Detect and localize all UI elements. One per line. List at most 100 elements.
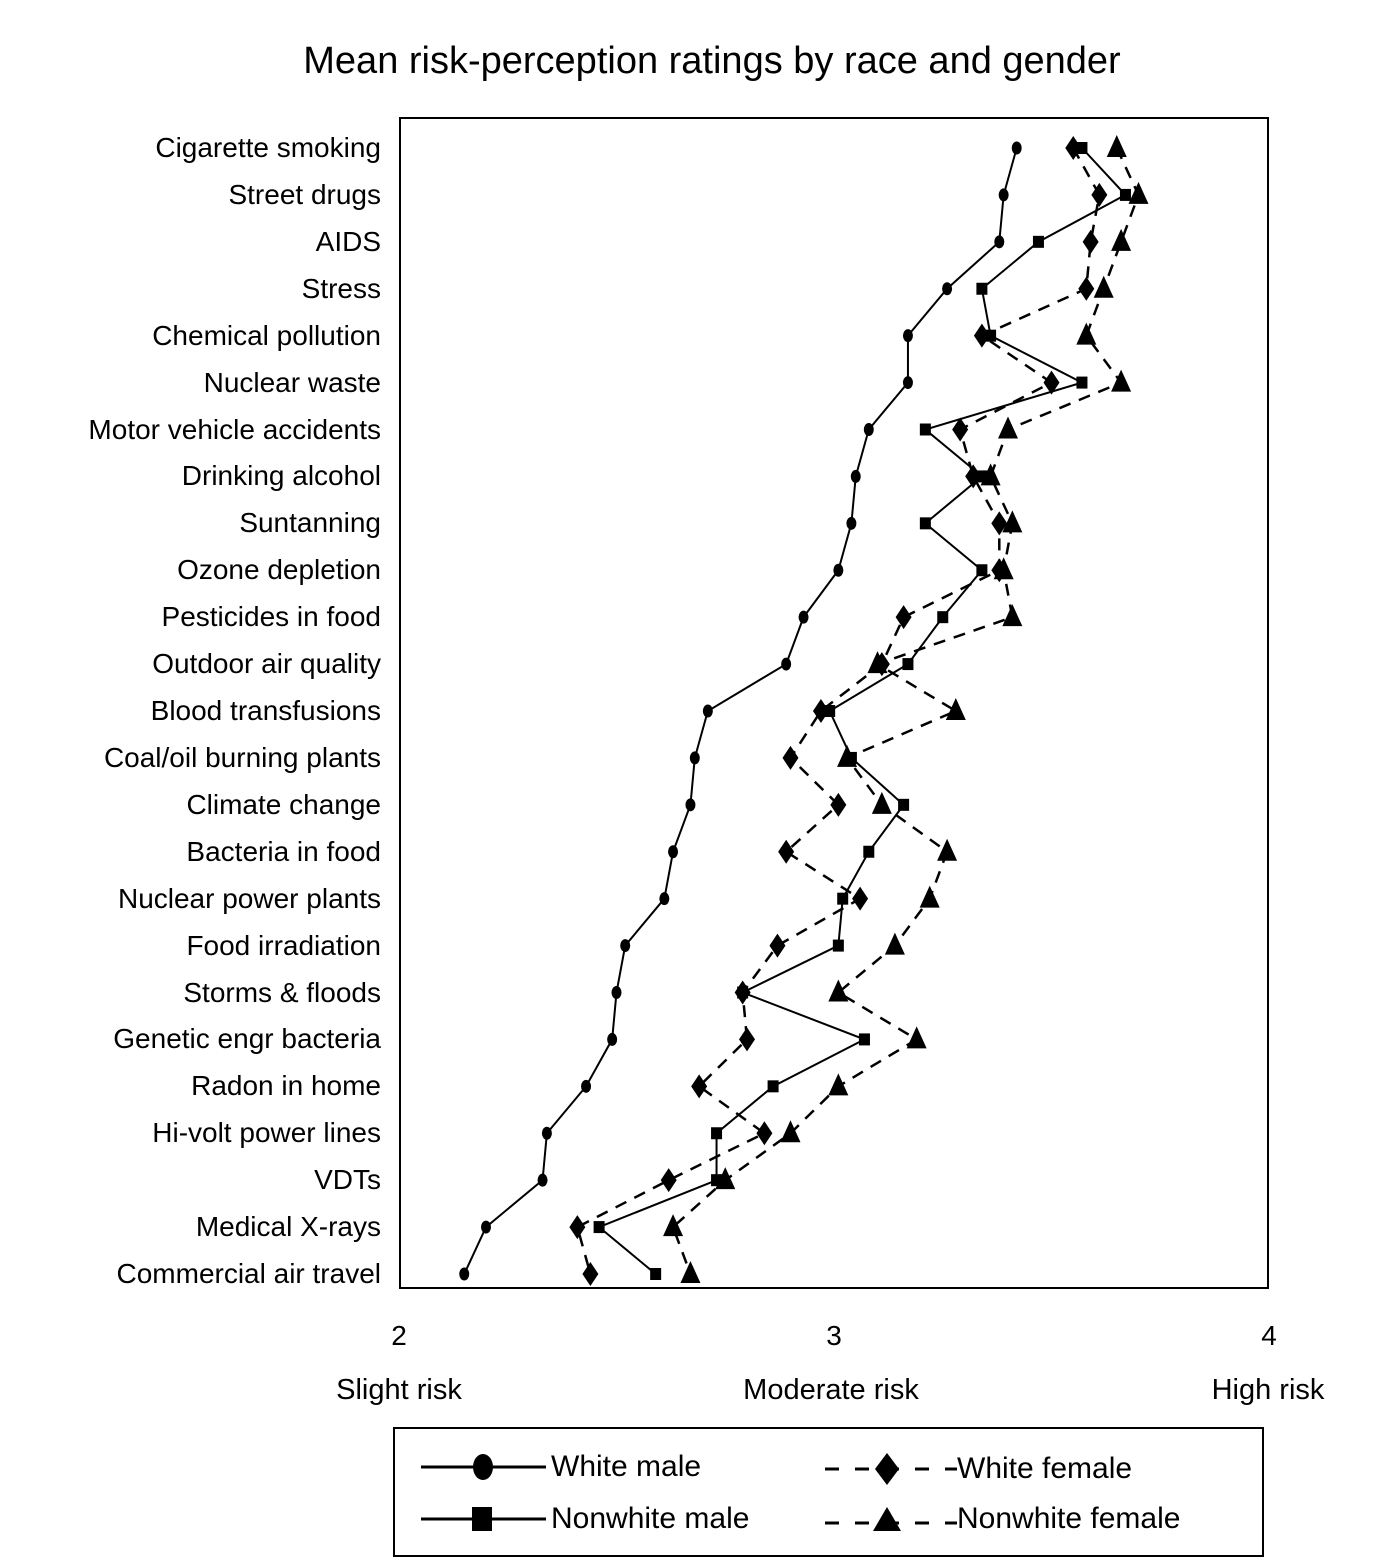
y-category-label: Bacteria in food xyxy=(186,835,381,867)
circle-marker xyxy=(607,1032,618,1046)
square-marker xyxy=(863,845,875,858)
triangle-marker xyxy=(884,932,905,955)
triangle-marker xyxy=(945,698,966,720)
triangle-marker xyxy=(1128,181,1149,204)
triangle-marker xyxy=(680,1261,701,1283)
y-category-label: Storms & floods xyxy=(183,976,381,1008)
y-category-label: Hi-volt power lines xyxy=(152,1117,381,1149)
square-marker xyxy=(593,1221,605,1234)
diamond-marker xyxy=(952,417,969,442)
y-category-label: Street drugs xyxy=(228,178,381,210)
square-marker xyxy=(1032,235,1044,248)
circle-marker xyxy=(863,423,874,436)
circle-marker xyxy=(459,1267,470,1281)
square-marker xyxy=(902,658,914,671)
x-tick-3: 3 xyxy=(826,1320,842,1351)
circle-marker xyxy=(998,188,1009,202)
y-category-label: AIDS xyxy=(315,225,381,257)
triangle-marker xyxy=(663,1214,684,1237)
circle-marker xyxy=(942,282,953,296)
y-category-label: Nuclear waste xyxy=(203,366,381,398)
diamond-marker xyxy=(1082,229,1099,254)
y-category-label: Nuclear power plants xyxy=(117,882,381,914)
square-marker xyxy=(1119,188,1131,201)
y-category-label: Climate change xyxy=(186,788,381,820)
diamond-marker xyxy=(830,792,847,817)
diamond-marker xyxy=(769,933,786,958)
diamond-marker xyxy=(852,886,869,911)
y-category-label: Medical X-rays xyxy=(195,1211,381,1243)
triangle-marker xyxy=(867,651,888,674)
legend-label: White female xyxy=(957,1452,1133,1485)
triangle-marker xyxy=(828,979,849,1002)
triangle-marker xyxy=(1002,604,1023,627)
x-category-moderate: Moderate risk xyxy=(743,1374,919,1406)
diamond-marker xyxy=(734,980,751,1005)
circle-marker xyxy=(798,610,809,624)
triangle-dashed-line-icon xyxy=(825,1507,957,1531)
y-category-label: VDTs xyxy=(314,1164,381,1196)
diamond-marker xyxy=(756,1121,773,1146)
square-marker xyxy=(919,423,931,436)
y-category-label: Genetic engr bacteria xyxy=(113,1023,381,1055)
diamond-marker xyxy=(1043,370,1060,395)
legend-item-nonwhite-male: Nonwhite male xyxy=(421,1501,749,1537)
circle-marker xyxy=(668,845,679,859)
circle-marker xyxy=(702,704,713,718)
square-marker xyxy=(976,470,988,483)
circle-marker xyxy=(846,516,857,530)
x-category-high: High risk xyxy=(1211,1374,1325,1406)
triangle-marker xyxy=(1093,275,1114,298)
triangle-marker xyxy=(993,557,1014,580)
square-marker xyxy=(767,1080,779,1093)
square-marker xyxy=(832,939,844,952)
circle-marker xyxy=(1011,141,1022,155)
square-marker xyxy=(711,1127,723,1140)
square-marker xyxy=(837,892,849,905)
y-category-label: Blood transfusions xyxy=(150,695,381,726)
circle-marker xyxy=(541,1126,552,1140)
square-marker xyxy=(985,329,997,342)
diamond-marker xyxy=(660,1168,677,1193)
diamond-marker xyxy=(569,1215,586,1240)
y-category-label: Cigarette smoking xyxy=(155,132,381,163)
triangle-marker xyxy=(1002,510,1023,533)
triangle-marker xyxy=(871,791,892,814)
triangle-marker xyxy=(837,744,858,767)
circle-marker xyxy=(581,1079,592,1093)
series-line-nonwhite-male xyxy=(597,147,1128,1275)
diamond-dashed-line-icon xyxy=(825,1453,957,1485)
circle-marker xyxy=(685,798,696,812)
legend-label: Nonwhite female xyxy=(957,1502,1181,1535)
circle-marker xyxy=(781,657,792,671)
triangle-marker xyxy=(998,416,1018,439)
legend-item-nonwhite-female: Nonwhite female xyxy=(825,1501,1180,1537)
diamond-marker xyxy=(739,1027,755,1052)
legend-label: Nonwhite male xyxy=(551,1502,750,1535)
diamond-marker xyxy=(778,839,795,864)
circle-marker xyxy=(902,376,913,390)
triangle-marker xyxy=(828,1073,849,1096)
diamond-marker xyxy=(1078,276,1095,301)
diamond-marker xyxy=(895,605,912,630)
y-category-label: Stress xyxy=(301,272,381,304)
diamond-marker xyxy=(973,323,990,348)
circle-marker xyxy=(659,892,670,906)
y-category-label: Suntanning xyxy=(239,507,381,539)
x-category-slight: Slight risk xyxy=(336,1374,462,1406)
y-axis-labels: Cigarette smoking Street drugs AIDS Stress C… xyxy=(0,0,381,1567)
square-marker xyxy=(650,1268,662,1280)
circle-marker xyxy=(620,939,631,953)
y-category-label: Pesticides in food xyxy=(161,601,381,633)
triangle-marker xyxy=(1106,135,1127,157)
x-tick-4: 4 xyxy=(1261,1320,1277,1351)
chart-title: Mean risk-perception ratings by race and… xyxy=(303,40,1121,82)
square-marker xyxy=(919,517,931,530)
legend-item-white-female: White female xyxy=(825,1449,1132,1489)
square-marker xyxy=(824,705,836,717)
circle-marker xyxy=(902,329,913,343)
y-category-label: Food irradiation xyxy=(186,929,381,961)
legend: White male Nonwhite male White female No… xyxy=(393,1427,1264,1557)
triangle-marker xyxy=(1111,228,1132,251)
